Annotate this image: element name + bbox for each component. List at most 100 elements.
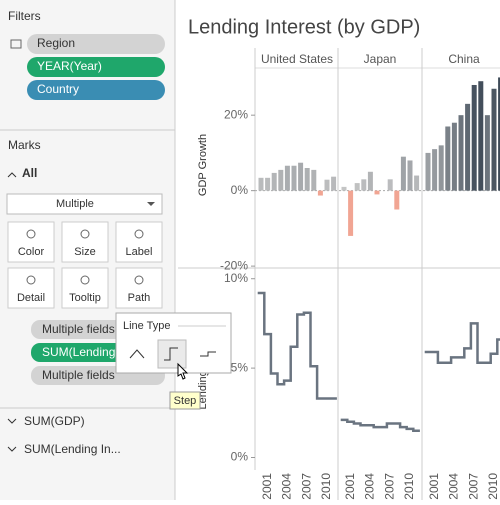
pill[interactable] [27, 34, 165, 54]
pill-text: SUM(Lending [42, 345, 115, 359]
button-label: Color [18, 246, 45, 258]
bar [432, 149, 438, 191]
bar [414, 175, 420, 191]
pill[interactable] [27, 57, 165, 77]
mark-type-dropdown[interactable] [6, 193, 163, 215]
bar [278, 169, 284, 191]
tooltip-text: Step [174, 395, 197, 407]
mark-button[interactable] [115, 267, 163, 309]
bar [341, 186, 347, 191]
mark-button[interactable] [115, 221, 163, 263]
bar [348, 190, 354, 236]
marks-all[interactable]: All [22, 166, 37, 180]
pill-text: YEAR(Year) [37, 59, 102, 73]
mark-type: Multiple [56, 198, 94, 210]
pill-text: Multiple fields [42, 322, 115, 336]
button-label: Detail [17, 292, 45, 304]
filters-title: Filters [8, 9, 41, 23]
bar [265, 177, 271, 191]
mark-button[interactable] [61, 221, 109, 263]
marks-title: Marks [8, 138, 41, 152]
tooltip [169, 391, 201, 410]
bar [258, 177, 264, 191]
facet-header: Japan [364, 52, 397, 66]
popup-title: Line Type [123, 320, 171, 332]
x-tick-label: 2004 [280, 473, 294, 500]
x-tick-label: 2004 [363, 473, 377, 500]
mark-button[interactable] [7, 221, 55, 263]
button-icon [134, 229, 144, 239]
bar [498, 77, 500, 191]
linear-icon[interactable] [129, 349, 145, 359]
pill-text: Multiple fields [42, 368, 115, 382]
bar [331, 176, 337, 191]
bar [471, 84, 477, 191]
step-line [424, 322, 500, 364]
button-icon [26, 275, 36, 285]
x-tick-label: 2010 [402, 473, 416, 500]
facet-header: China [448, 52, 480, 66]
x-tick-label: 2007 [299, 473, 313, 500]
bar [311, 169, 317, 191]
bar [387, 179, 393, 191]
bar [438, 145, 444, 191]
button-icon [26, 229, 36, 239]
bar [291, 165, 297, 191]
button-icon [134, 275, 144, 285]
y-tick-label: 5% [231, 360, 249, 374]
section[interactable]: SUM(GDP) [24, 414, 85, 428]
x-tick-label: 2004 [447, 473, 461, 500]
y-tick-label: 10% [224, 271, 248, 285]
bar [361, 179, 367, 191]
pill-text: Country [37, 82, 79, 96]
bar [407, 160, 413, 191]
button-label: Size [74, 246, 95, 258]
bar [484, 115, 490, 191]
button-label: Path [128, 292, 151, 304]
x-tick-label: 2010 [486, 473, 500, 500]
x-tick-label: 2007 [382, 473, 396, 500]
bar [445, 126, 451, 191]
bar [394, 190, 400, 210]
chart-title: Lending Interest (by GDP) [188, 16, 420, 38]
bar [400, 156, 406, 191]
step-line [340, 418, 420, 432]
section[interactable]: SUM(Lending In... [24, 442, 121, 456]
bar [284, 165, 290, 191]
facet-header: United States [261, 52, 333, 66]
mark-button[interactable] [7, 267, 55, 309]
bar [324, 179, 330, 191]
y-tick-label: 0% [231, 450, 249, 464]
x-tick-label: 2001 [343, 473, 357, 500]
bar [458, 115, 464, 191]
button-label: Tooltip [69, 292, 101, 304]
x-tick-label: 2010 [319, 473, 333, 500]
bar [451, 122, 457, 191]
bar [425, 152, 431, 191]
y-tick-label: 0% [231, 183, 249, 197]
jump-icon[interactable] [200, 351, 216, 357]
bar [298, 162, 304, 191]
bar [478, 81, 484, 191]
y-axis-title: GDP Growth [197, 134, 209, 196]
pill-text: Region [37, 36, 75, 50]
bar [465, 103, 471, 191]
mark-button[interactable] [61, 267, 109, 309]
button-icon [80, 275, 90, 285]
x-tick-label: 2007 [466, 473, 480, 500]
step-button[interactable] [157, 339, 187, 369]
y-tick-label: -20% [220, 258, 248, 272]
x-tick-label: 2001 [427, 473, 441, 500]
button-icon [80, 229, 90, 239]
bar [491, 88, 497, 191]
bar [317, 190, 323, 196]
pill[interactable] [27, 80, 165, 100]
bar [354, 183, 360, 191]
bar [271, 172, 277, 191]
y-tick-label: 20% [224, 107, 248, 121]
button-label: Label [126, 246, 153, 258]
step-line [257, 291, 337, 400]
bar [367, 171, 373, 191]
